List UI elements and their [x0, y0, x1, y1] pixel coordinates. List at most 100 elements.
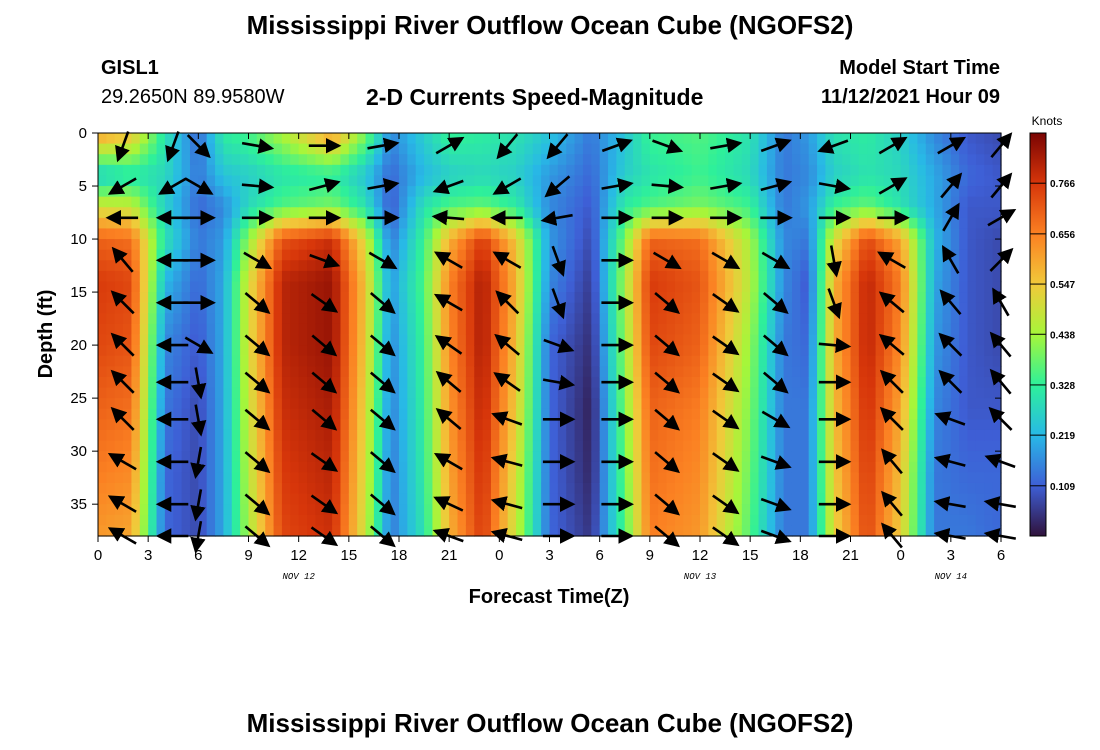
heatmap-cell: [256, 440, 266, 452]
heatmap-cell: [114, 440, 124, 452]
heatmap-cell: [348, 133, 358, 145]
heatmap-cell: [950, 281, 960, 293]
heatmap-cell: [290, 217, 300, 230]
heatmap-cell: [449, 482, 459, 495]
heatmap-cell: [858, 525, 868, 537]
heatmap-cell: [666, 239, 676, 251]
heatmap-cell: [532, 270, 542, 283]
heatmap-cell: [532, 175, 542, 187]
heatmap-cell: [641, 514, 651, 526]
heatmap-cell: [240, 249, 250, 261]
heatmap-cell: [357, 143, 367, 155]
heatmap-cell: [791, 154, 801, 166]
heatmap-cell: [967, 461, 977, 473]
heatmap-cell: [833, 440, 843, 452]
heatmap-cell: [725, 493, 735, 505]
heatmap-cell: [791, 249, 801, 261]
heatmap-cell: [407, 398, 417, 410]
heatmap-cell: [123, 249, 133, 261]
heatmap-cell: [541, 461, 551, 473]
heatmap-cell: [658, 376, 668, 389]
heatmap-cell: [507, 408, 517, 420]
heatmap-cell: [817, 398, 827, 410]
heatmap-cell: [549, 504, 559, 516]
heatmap-cell: [507, 154, 517, 166]
heatmap-cell: [850, 429, 860, 442]
heatmap-cell: [206, 260, 216, 272]
heatmap-cell: [457, 334, 467, 346]
heatmap-cell: [750, 217, 760, 230]
heatmap-cell: [256, 355, 266, 367]
heatmap-cell: [365, 525, 375, 537]
heatmap-cell: [574, 366, 584, 378]
heatmap-cell: [975, 270, 985, 283]
heatmap-cell: [800, 239, 810, 251]
heatmap-cell: [649, 249, 659, 261]
heatmap-cell: [574, 493, 584, 505]
heatmap-cell: [248, 482, 258, 495]
heatmap-cell: [917, 154, 927, 166]
heatmap-cell: [599, 217, 609, 230]
heatmap-cell: [415, 482, 425, 495]
heatmap-cell: [858, 143, 868, 155]
heatmap-cell: [599, 387, 609, 399]
heatmap-cell: [658, 207, 668, 219]
heatmap-cell: [307, 164, 316, 177]
heatmap-cell: [808, 451, 818, 463]
heatmap-cell: [399, 313, 408, 325]
heatmap-cell: [256, 493, 266, 505]
heatmap-cell: [148, 398, 158, 410]
heatmap-cell: [139, 355, 149, 367]
heatmap-cell: [683, 164, 693, 177]
heatmap-cell: [800, 249, 810, 261]
heatmap-cell: [984, 196, 994, 208]
heatmap-cell: [708, 175, 718, 187]
heatmap-cell: [883, 345, 893, 357]
heatmap-cell: [934, 482, 944, 495]
heatmap-cell: [733, 217, 743, 230]
heatmap-cell: [975, 482, 985, 495]
heatmap-cell: [708, 249, 718, 261]
heatmap-cell: [758, 355, 768, 367]
heatmap-cell: [808, 302, 818, 314]
heatmap-cell: [415, 143, 425, 155]
heatmap-cell: [315, 408, 325, 420]
heatmap-cell: [440, 281, 450, 293]
heatmap-cell: [189, 270, 199, 283]
heatmap-cell: [240, 302, 250, 314]
heatmap-cell: [591, 493, 601, 505]
heatmap-cell: [633, 440, 643, 452]
heatmap-cell: [181, 281, 191, 293]
heatmap-cell: [281, 281, 291, 293]
heatmap-cell: [633, 302, 643, 314]
heatmap-cell: [215, 239, 225, 251]
heatmap-cell: [750, 196, 760, 208]
heatmap-cell: [892, 493, 902, 505]
heatmap-cell: [708, 419, 718, 431]
model-start-label: Model Start Time: [839, 57, 1000, 79]
heatmap-cell: [691, 419, 701, 431]
heatmap-cell: [114, 323, 124, 336]
heatmap-cell: [256, 239, 266, 251]
heatmap-cell: [758, 302, 768, 314]
heatmap-cell: [700, 398, 709, 410]
heatmap-cell: [608, 249, 617, 261]
heatmap-cell: [867, 249, 877, 261]
heatmap-cell: [582, 514, 592, 526]
heatmap-cell: [683, 440, 693, 452]
y-tick-label: 30: [70, 443, 87, 460]
heatmap-cell: [691, 525, 701, 537]
heatmap-cell: [474, 186, 484, 198]
heatmap-cell: [340, 440, 350, 452]
heatmap-cell: [691, 239, 701, 251]
heatmap-cell: [716, 419, 726, 431]
heatmap-cell: [833, 292, 843, 304]
heatmap-cell: [658, 429, 668, 442]
heatmap-cell: [482, 292, 492, 304]
heatmap-cell: [139, 239, 149, 251]
heatmap-cell: [967, 302, 977, 314]
heatmap-cell: [566, 429, 576, 442]
heatmap-cell: [942, 260, 952, 272]
heatmap-cell: [616, 302, 626, 314]
heatmap-cell: [892, 249, 902, 261]
